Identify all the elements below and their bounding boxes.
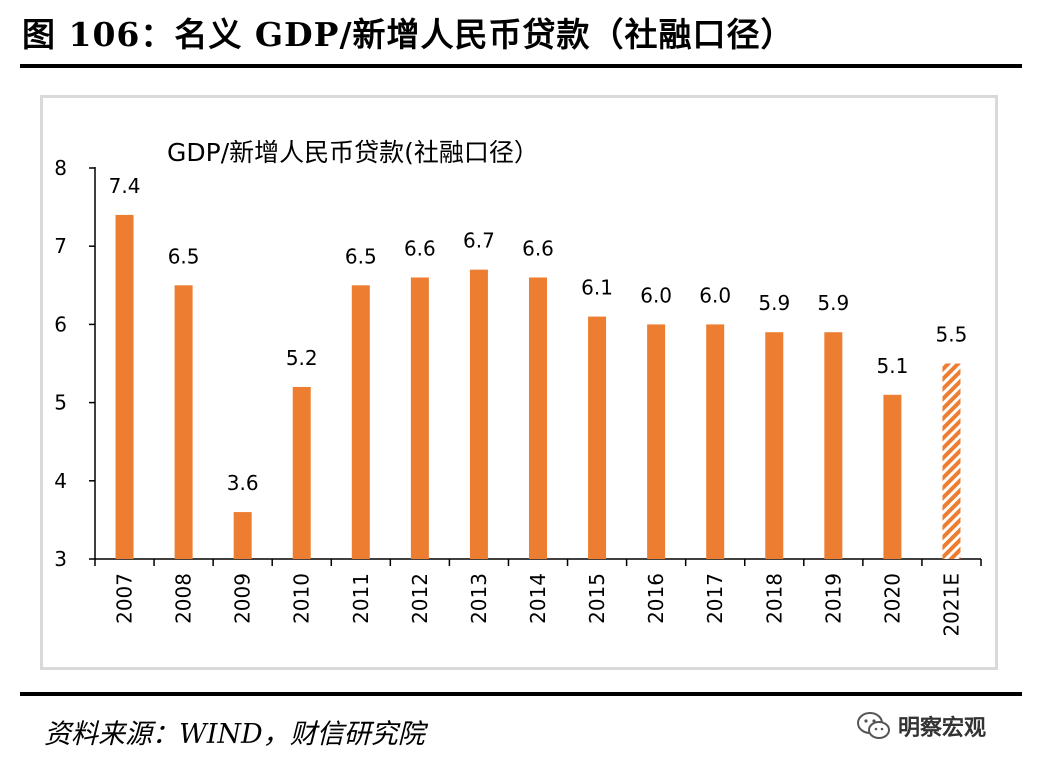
bar bbox=[529, 277, 547, 559]
data-label: 6.1 bbox=[581, 276, 613, 300]
top-rule bbox=[20, 64, 1022, 68]
data-label: 5.9 bbox=[758, 291, 790, 315]
data-label: 6.6 bbox=[522, 236, 554, 260]
y-tick-label: 5 bbox=[54, 391, 67, 415]
bar-chart: GDP/新增人民币贷款(社融口径） 3 4 5 6 7 8 2007 2008 2009 201… bbox=[54, 138, 982, 637]
bar-estimate bbox=[942, 363, 961, 559]
y-tick-label: 8 bbox=[54, 156, 67, 180]
bar bbox=[588, 316, 607, 559]
data-label: 5.9 bbox=[817, 291, 849, 315]
x-tick-label: 2017 bbox=[703, 573, 727, 624]
y-tick-label: 6 bbox=[54, 312, 67, 336]
bar bbox=[115, 214, 134, 560]
data-label: 5.5 bbox=[936, 323, 968, 347]
x-tick-label: 2007 bbox=[113, 573, 137, 624]
bar bbox=[469, 269, 488, 559]
brand-name: 明察宏观 bbox=[898, 716, 987, 741]
data-label: 6.5 bbox=[345, 244, 377, 268]
data-label: 6.5 bbox=[168, 244, 200, 268]
x-tick-label: 2016 bbox=[644, 573, 668, 624]
y-tick-label: 7 bbox=[54, 234, 67, 258]
data-label: 6.7 bbox=[463, 229, 495, 253]
bar bbox=[351, 285, 370, 559]
figure-title: 图 106：名义 GDP/新增人民币贷款（社融口径） bbox=[22, 15, 795, 54]
bar bbox=[174, 285, 193, 559]
bar bbox=[883, 394, 902, 559]
y-tick-label: 4 bbox=[54, 469, 67, 493]
bottom-rule bbox=[20, 692, 1022, 696]
x-tick-label: 2019 bbox=[821, 573, 845, 624]
brand-badge: 明察宏观 bbox=[856, 708, 986, 744]
wechat-icon bbox=[857, 712, 890, 739]
data-label: 6.6 bbox=[404, 236, 436, 260]
source-note: 资料来源：WIND，财信研究院 bbox=[44, 719, 425, 750]
data-label: 5.2 bbox=[286, 346, 318, 370]
x-tick-label: 2010 bbox=[290, 573, 314, 624]
bar bbox=[410, 277, 429, 559]
data-label: 5.1 bbox=[876, 354, 908, 378]
x-tick-label: 2021E bbox=[939, 573, 963, 637]
x-tick-label: 2018 bbox=[762, 573, 786, 624]
data-label: 3.6 bbox=[227, 471, 259, 495]
x-tick-label: 2013 bbox=[467, 573, 491, 624]
y-axis: 3 4 5 6 7 8 bbox=[54, 156, 96, 571]
x-tick-label: 2009 bbox=[231, 573, 255, 624]
y-tick-label: 3 bbox=[54, 547, 67, 571]
bar bbox=[647, 324, 666, 559]
chart-title: GDP/新增人民币贷款(社融口径） bbox=[167, 138, 539, 167]
data-label: 7.4 bbox=[109, 174, 141, 198]
bar bbox=[765, 332, 784, 559]
bar bbox=[706, 324, 725, 559]
x-tick-label: 2012 bbox=[408, 573, 432, 624]
bar bbox=[824, 332, 843, 559]
x-tick-label: 2014 bbox=[526, 573, 550, 624]
x-tick-label: 2020 bbox=[880, 573, 904, 624]
x-tick-label: 2008 bbox=[172, 573, 196, 624]
chart-frame: GDP/新增人民币贷款(社融口径） 3 4 5 6 7 8 2007 2008 2009 201… bbox=[40, 95, 998, 670]
x-tick-label: 2011 bbox=[349, 573, 373, 624]
bar bbox=[292, 386, 311, 559]
data-label: 6.0 bbox=[699, 283, 731, 307]
bar bbox=[233, 512, 252, 559]
x-axis: 2007 2008 2009 2010 2011 2012 2013 2014 2015 2016… bbox=[94, 558, 982, 637]
bars bbox=[115, 214, 961, 560]
data-labels: 7.4 6.5 3.6 5.2 6.5 6.6 6.7 6.6 6.1 6.0 6.0 5.9 5.9 5… bbox=[109, 174, 968, 495]
x-tick-label: 2015 bbox=[585, 573, 609, 624]
data-label: 6.0 bbox=[640, 283, 672, 307]
